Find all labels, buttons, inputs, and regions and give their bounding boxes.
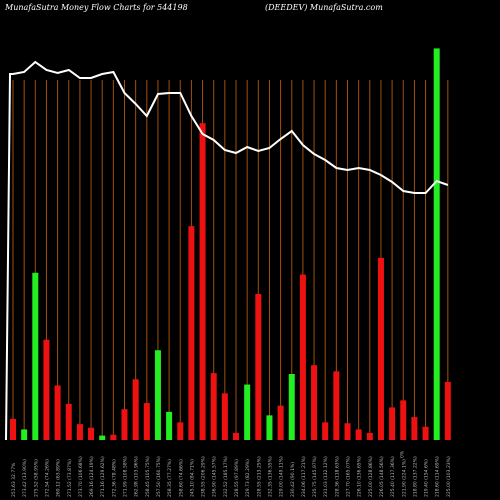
x-axis-label: 257.50 (160.75%) — [156, 456, 162, 497]
money-flow-bar — [110, 434, 117, 440]
x-axis-label: 225.00 (103.23%) — [446, 456, 452, 497]
x-axis-label: 230.42 (90.1%) — [290, 462, 296, 497]
x-axis-label: 232.35 (136.55%) — [267, 456, 273, 497]
money-flow-bar — [76, 424, 83, 440]
x-axis-label: 245.10 (84.71%) — [189, 459, 195, 497]
x-axis-label: 221.90 (224.1%) — [401, 459, 407, 497]
money-flow-bar — [255, 293, 262, 440]
x-axis-label: 228.55 (213.25%) — [256, 456, 262, 497]
money-flow-bar — [444, 381, 451, 440]
money-flow-bar — [366, 432, 373, 440]
x-axis-label: 225.00 (128.86%) — [368, 456, 374, 497]
money-flow-bar — [166, 411, 173, 440]
money-flow-bar — [88, 427, 95, 440]
x-axis-label: 275.52 (58.95%) — [33, 459, 39, 497]
money-flow-bar — [400, 400, 407, 440]
money-flow-bar — [32, 272, 39, 440]
money-flow-bar — [199, 123, 206, 440]
money-flow-bar — [177, 422, 184, 440]
money-flow-bar — [65, 403, 72, 440]
money-flow-bar — [210, 373, 217, 440]
money-flow-bar — [21, 429, 28, 440]
x-axis-label: 218.80 (137.22%) — [412, 456, 418, 497]
x-axis-label: 229.00 (149.11%) — [279, 456, 285, 497]
x-axis-label: 219.40 (154.6%) — [424, 459, 430, 497]
x-axis-label: 272.54 (74.26%) — [44, 459, 50, 497]
x-axis-label: 228.36 (118.63%) — [334, 456, 340, 497]
x-axis-label: 236.90 (145.57%) — [212, 456, 218, 497]
money-flow-bar — [333, 371, 340, 440]
chart-header-left: MunafaSutra Money Flow Charts for 544198 — [5, 3, 188, 12]
x-axis-label: 231.03 (132.12%) — [323, 456, 329, 497]
money-flow-bar — [233, 432, 239, 440]
x-axis-label: 262.98 (103.96%) — [134, 456, 140, 497]
x-axis-label: 258.45 (105.75%) — [145, 456, 151, 497]
x-axis-label: 258.35 (77.27%) — [167, 459, 173, 497]
money-flow-bar — [433, 48, 440, 441]
x-axis-label: 269.12 (63.89%) — [56, 459, 62, 497]
x-axis-label: 238.55 (206.29%) — [201, 456, 207, 497]
money-flow-bar — [288, 374, 295, 440]
x-axis-label: 258.60 (74.66%) — [178, 459, 184, 497]
x-axis-label: 272.36 (78.48%) — [111, 459, 117, 497]
x-axis-label: 218.60 (114.69%) — [435, 456, 441, 497]
x-axis-label: 251.63 32.77% — [11, 462, 17, 497]
x-axis-label: 225.40 (117.36%) — [390, 456, 396, 497]
x-axis-label: 273.70 (106.68%) — [78, 456, 84, 497]
money-flow-bar — [311, 365, 318, 440]
x-axis-label: 229.73 (82.29%) — [245, 459, 251, 497]
x-axis-label: 228.55 (97.89%) — [234, 459, 240, 497]
money-flow-bar — [10, 418, 16, 440]
x-axis-label: 235.75 (145.97%) — [312, 456, 318, 497]
money-flow-bar — [389, 407, 396, 440]
x-axis-label: 227.70 (165.07%) — [346, 456, 352, 497]
money-flow-bar — [121, 409, 128, 440]
money-flow-bar — [299, 274, 306, 440]
price-line — [5, 60, 449, 441]
money-flow-bar — [322, 422, 329, 440]
money-flow-bar — [43, 339, 50, 440]
x-axis-label: 232.52 (185.17%) — [223, 456, 229, 497]
money-flow-bar — [143, 403, 150, 440]
x-axis-label: 234.06 (117.21%) — [301, 456, 307, 497]
money-flow-bar — [132, 379, 139, 440]
x-axis-label: 273.42 (13.90%) — [22, 459, 28, 497]
money-flow-bar — [377, 257, 384, 440]
x-axis-label: 226.10 (136.65%) — [357, 456, 363, 497]
money-flow-bar — [266, 415, 273, 440]
money-flow-bar — [244, 384, 251, 440]
money-flow-bar — [411, 417, 418, 440]
money-flow-bar — [355, 429, 362, 440]
x-axis-label: 269.16 (124.19%) — [89, 456, 95, 497]
x-axis-label: 271.99 (108.58%) — [123, 456, 129, 497]
money-flow-bar — [277, 405, 284, 440]
money-flow-bar — [221, 393, 228, 440]
money-flow-bar — [422, 426, 429, 440]
money-flow-bar — [188, 226, 195, 440]
x-axis-label: 271.52 (73.87%) — [67, 459, 73, 497]
money-flow-bars — [10, 48, 451, 441]
x-axis-labels: 251.63 32.77% 273.42 (13.90%) 275.52 (58.9… — [11, 450, 452, 497]
money-flow-bar — [344, 423, 351, 440]
money-flow-bar — [54, 385, 61, 440]
x-axis-label: 271.16 (129.62%) — [100, 456, 106, 497]
money-flow-bar — [154, 350, 161, 440]
extra-axis-label: 0% — [399, 450, 405, 458]
chart-header-right: (DEEDEV) MunafaSutra.com — [265, 3, 383, 12]
money-flow-bar — [99, 435, 106, 440]
x-axis-label: 226.05 (148.56%) — [379, 456, 385, 497]
